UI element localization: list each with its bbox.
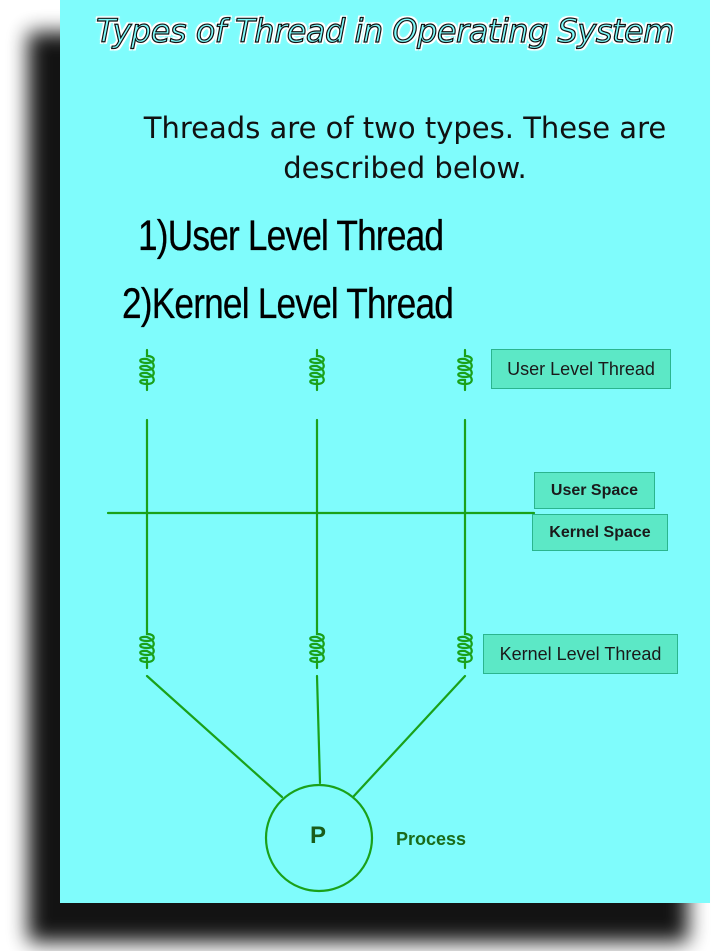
user-thread-coil-left: [139, 348, 155, 392]
user-thread-coil-right: [457, 348, 473, 392]
label-kernel-space: Kernel Space: [532, 514, 668, 551]
type-item-user-level: 1)User Level Thread: [138, 212, 444, 260]
label-process: Process: [396, 829, 467, 849]
process-node-label: P: [310, 822, 327, 849]
infographic-card: Types of Thread in Operating System Thre…: [60, 0, 710, 903]
kernel-thread-coil-left: [139, 626, 155, 670]
kernel-thread-coil-middle: [309, 626, 325, 670]
page-title: Types of Thread in Operating System: [96, 11, 675, 50]
process-link-left: [145, 674, 284, 799]
user-thread-coil-middle: [309, 348, 325, 392]
process-node-circle: [264, 783, 374, 893]
process-link-middle: [315, 674, 322, 785]
kernel-thread-coil-right: [457, 626, 473, 670]
label-kernel-level-thread: Kernel Level Thread: [483, 634, 678, 674]
thread-diagram: [106, 348, 536, 893]
label-user-space: User Space: [534, 472, 655, 509]
intro-text: Threads are of two types. These are desc…: [143, 111, 667, 185]
label-user-level-thread: User Level Thread: [491, 349, 671, 389]
process-link-right: [351, 674, 467, 799]
type-item-kernel-level: 2)Kernel Level Thread: [122, 280, 454, 328]
